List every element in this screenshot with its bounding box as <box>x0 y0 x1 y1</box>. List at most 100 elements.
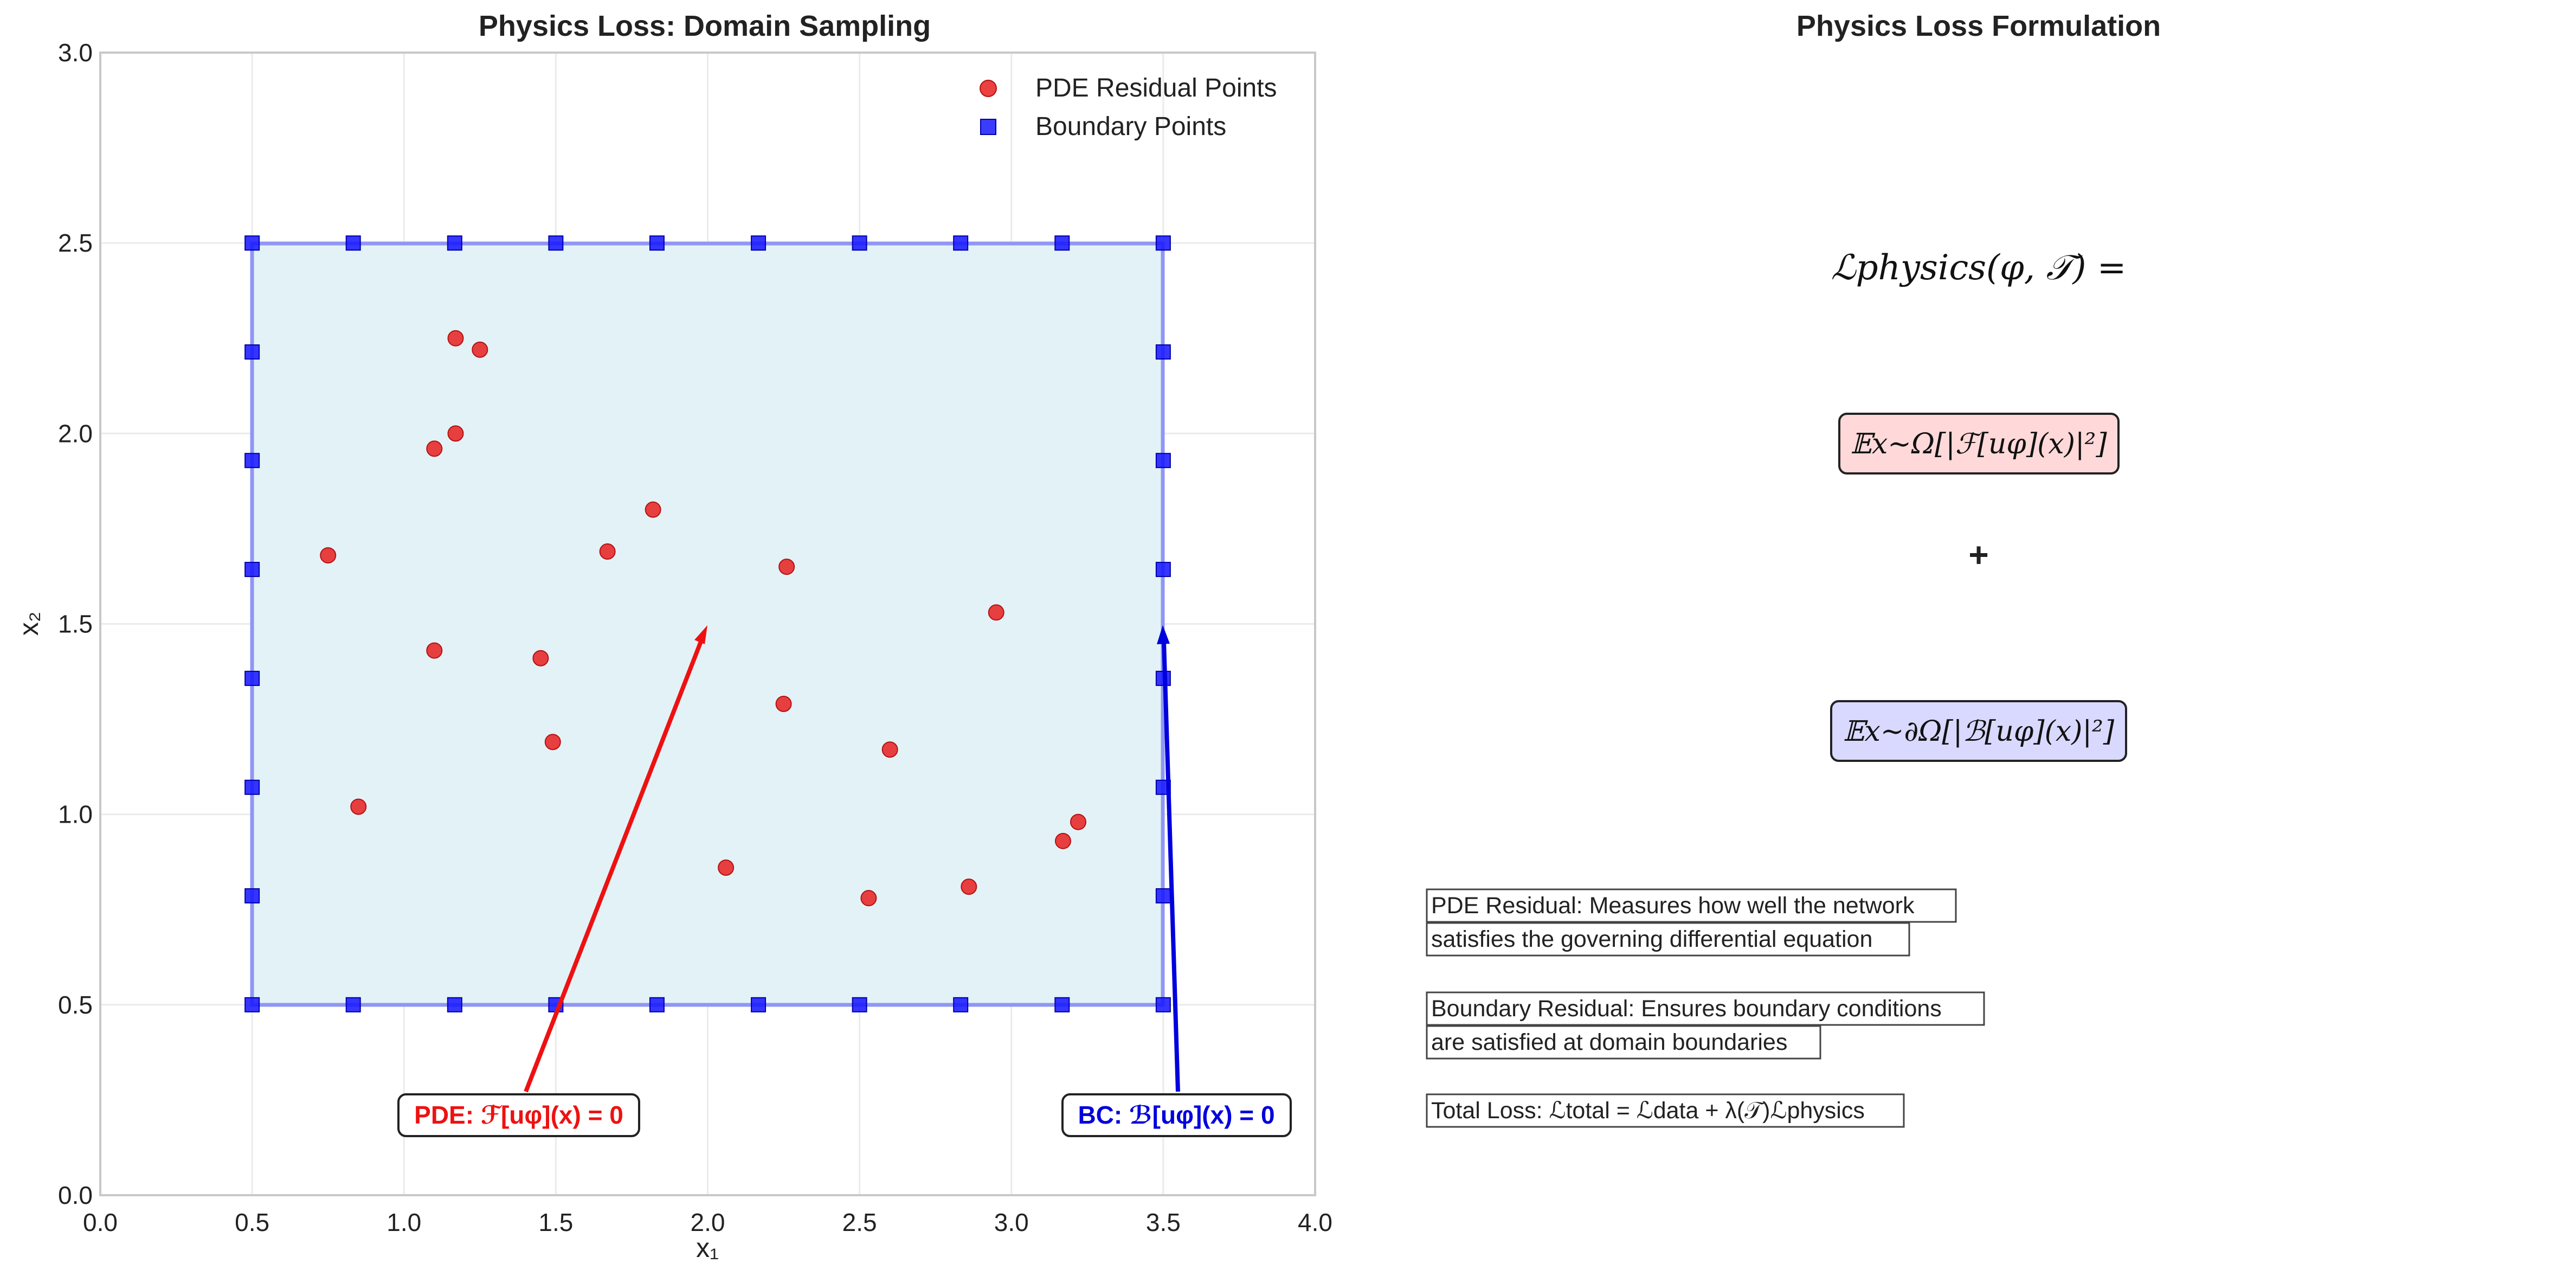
boundary-point <box>953 997 969 1012</box>
pde-residual-description: PDE Residual: Measures how well the netw… <box>1426 888 1957 957</box>
pde-residual-point <box>775 695 792 712</box>
pde-residual-point <box>645 501 661 518</box>
boundary-point <box>244 997 260 1012</box>
legend-boundary-marker <box>980 119 996 135</box>
boundary-point <box>852 235 867 251</box>
x-axis-label: x₁ <box>696 1233 719 1263</box>
formulation-title: Physics Loss Formulation <box>1796 10 2161 42</box>
pde-residual-point <box>778 559 795 575</box>
pde-residual-point <box>320 547 337 564</box>
legend-pde-marker <box>980 80 997 97</box>
pde-residual-point <box>532 650 549 666</box>
bc-loss-formula: 𝔼x∼∂Ω[|ℬ[uφ](x)|²] <box>1843 715 2115 748</box>
pde-residual-point <box>350 798 367 815</box>
boundary-point <box>244 670 260 686</box>
boundary-point <box>649 235 665 251</box>
pde-description-line2: satisfies the governing differential equ… <box>1431 926 1872 952</box>
boundary-point <box>751 997 767 1012</box>
bc-description-line1: Boundary Residual: Ensures boundary cond… <box>1431 996 1942 1022</box>
boundary-point <box>447 997 462 1012</box>
formula-lhs: ℒphysics(φ, 𝒯) = <box>1831 248 2127 288</box>
legend-pde-label: PDE Residual Points <box>1035 74 1277 102</box>
formulation-panel: Physics Loss Formulation ℒphysics(φ, 𝒯) … <box>1426 10 2161 1128</box>
boundary-point <box>244 344 260 360</box>
pde-residual-point <box>544 734 561 751</box>
pde-description-line1: PDE Residual: Measures how well the netw… <box>1431 893 1915 919</box>
boundary-point <box>244 779 260 795</box>
bc-annotation-arrow <box>1157 625 1180 1092</box>
boundary-point <box>1155 997 1171 1012</box>
total-loss-description: Total Loss: ℒtotal = ℒdata + λ(𝒯)ℒphysic… <box>1426 1093 1905 1128</box>
boundary-point <box>1155 235 1171 251</box>
boundary-point <box>751 235 767 251</box>
boundary-residual-description: Boundary Residual: Ensures boundary cond… <box>1426 991 1985 1060</box>
legend-boundary-label: Boundary Points <box>1035 112 1226 141</box>
boundary-point <box>244 562 260 578</box>
y-tick-label: 0.0 <box>58 1181 93 1209</box>
boundary-point <box>244 888 260 903</box>
boundary-point <box>244 453 260 469</box>
bc-annotation: BC: ℬ[uφ](x) = 0 <box>1061 1093 1292 1137</box>
pde-residual-point <box>472 341 488 358</box>
y-axis-label: x₂ <box>14 612 44 636</box>
pde-annotation: PDE: ℱ[uφ](x) = 0 <box>397 1093 640 1137</box>
boundary-point <box>852 997 867 1012</box>
axis-ticks: 0.0 0.5 1.0 1.5 2.0 2.5 3.0 3.5 4.0 0.0 0.5 1.0 1.5 2… <box>58 39 1332 1236</box>
chart-legend: PDE Residual Points Boundary Points <box>980 74 1277 141</box>
bc-annotation-text: BC: ℬ[uφ](x) = 0 <box>1078 1101 1274 1129</box>
plot-area-frame <box>99 52 1316 1196</box>
pde-annotation-arrow <box>524 625 707 1093</box>
x-tick-label: 0.5 <box>235 1208 269 1236</box>
boundary-point <box>345 235 361 251</box>
pde-residual-point <box>426 440 443 457</box>
x-tick-label: 2.0 <box>691 1208 725 1236</box>
y-tick-label: 0.5 <box>58 991 93 1019</box>
bc-loss-term: 𝔼x∼∂Ω[|ℬ[uφ](x)|²] <box>1830 700 2127 762</box>
boundary-points <box>244 235 1171 1012</box>
boundary-point <box>1155 562 1171 578</box>
boundary-point <box>548 235 564 251</box>
bc-description-line2: are satisfied at domain boundaries <box>1431 1029 1787 1055</box>
pde-residual-point <box>961 879 977 895</box>
x-tick-label: 3.0 <box>994 1208 1029 1236</box>
pde-residual-point <box>1070 813 1087 830</box>
boundary-point <box>1155 888 1171 903</box>
x-tick-label: 2.5 <box>842 1208 877 1236</box>
pde-annotation-text: PDE: ℱ[uφ](x) = 0 <box>414 1101 623 1129</box>
x-tick-label: 0.0 <box>83 1208 118 1236</box>
x-tick-label: 4.0 <box>1298 1208 1332 1236</box>
boundary-point <box>953 235 969 251</box>
boundary-point <box>244 235 260 251</box>
pde-residual-point <box>860 890 877 907</box>
y-tick-label: 2.5 <box>58 229 93 257</box>
pde-residual-point <box>881 741 898 758</box>
pde-loss-formula: 𝔼x∼Ω[|ℱ[uφ](x)|²] <box>1850 428 2107 460</box>
x-tick-label: 3.5 <box>1146 1208 1181 1236</box>
pde-residual-point <box>426 642 443 659</box>
x-tick-label: 1.0 <box>387 1208 421 1236</box>
boundary-point <box>1054 235 1070 251</box>
pde-residual-point <box>447 425 464 442</box>
left-chart-title: Physics Loss: Domain Sampling <box>479 10 931 42</box>
boundary-point <box>1155 344 1171 360</box>
x-tick-label: 1.5 <box>538 1208 573 1236</box>
domain-region <box>250 241 1165 1007</box>
y-tick-label: 2.0 <box>58 419 93 447</box>
pde-residual-point <box>718 859 735 876</box>
boundary-point <box>1054 997 1070 1012</box>
pde-residual-points <box>320 330 1087 907</box>
pde-residual-point <box>1054 832 1071 849</box>
total-loss-text: Total Loss: ℒtotal = ℒdata + λ(𝒯)ℒphysic… <box>1431 1098 1865 1124</box>
y-tick-label: 1.0 <box>58 800 93 829</box>
y-tick-label: 3.0 <box>58 39 93 67</box>
boundary-point <box>1155 453 1171 469</box>
pde-loss-term: 𝔼x∼Ω[|ℱ[uφ](x)|²] <box>1838 413 2120 475</box>
boundary-point <box>447 235 462 251</box>
pde-residual-point <box>447 330 464 347</box>
pde-residual-point <box>988 604 1004 621</box>
y-tick-label: 1.5 <box>58 610 93 638</box>
boundary-point <box>345 997 361 1012</box>
pde-residual-point <box>599 543 616 560</box>
left-chart-panel: Physics Loss: Domain Sampling 0.0 0.5 1.0 1… <box>14 10 1332 1263</box>
